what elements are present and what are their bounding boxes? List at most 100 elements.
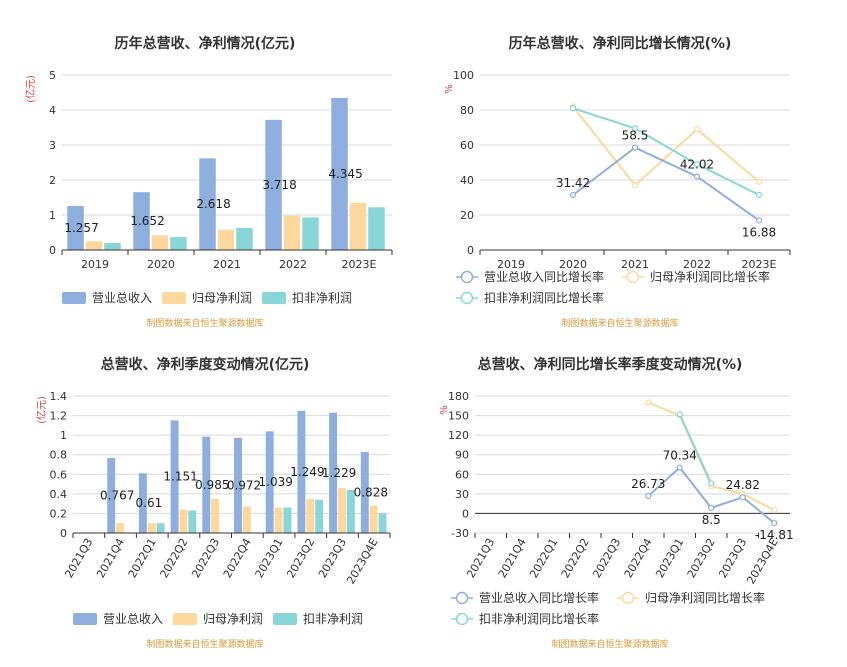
legend-swatch [73, 613, 97, 625]
source-note: 制图数据来自恒生聚源数据库 [551, 638, 668, 650]
y-tick-label: 80 [460, 104, 474, 117]
y-tick-label: 2 [49, 174, 56, 187]
data-point [755, 178, 763, 185]
legend-marker-swatch [455, 591, 469, 605]
legend-label: 扣非净利润 [303, 612, 363, 626]
bar [199, 158, 216, 250]
bar [274, 507, 283, 533]
data-label: 1.151 [163, 470, 197, 484]
bar [368, 207, 385, 250]
bar [133, 192, 150, 250]
chart-title: 历年总营收、净利同比增长情况(%) [509, 35, 732, 52]
bar [265, 431, 274, 533]
bar [378, 513, 387, 533]
series-line [572, 146, 760, 222]
x-tick-label: 2022Q1 [126, 536, 159, 580]
data-label: 31.42 [556, 176, 590, 190]
y-tick-label: 4 [49, 104, 56, 117]
y-tick-label: 90 [455, 449, 469, 462]
y-tick-label: 0 [467, 244, 474, 257]
bar [147, 523, 156, 533]
data-label: 2.618 [196, 197, 230, 211]
x-tick-label: 2020 [559, 258, 587, 271]
legend-label: 营业总收入同比增长率 [479, 590, 599, 605]
x-tick-label: 2023Q1 [653, 536, 686, 580]
data-label: 26.73 [631, 477, 665, 491]
data-label: 0.972 [227, 478, 261, 492]
y-tick-label: 1 [60, 429, 67, 442]
y-tick-label: 0 [462, 507, 469, 520]
x-tick-label: 2023Q3 [716, 536, 749, 580]
source-note: 制图数据来自恒生聚源数据库 [561, 317, 678, 329]
data-point [645, 399, 652, 406]
data-label: 0.767 [100, 488, 134, 502]
series-line [572, 105, 760, 187]
y-tick-label: 1 [49, 209, 56, 222]
y-tick-label: 40 [460, 174, 474, 187]
bar [346, 489, 355, 533]
data-label: 4.345 [328, 167, 362, 181]
y-tick-label: 60 [460, 139, 474, 152]
y-axis-unit: % [444, 84, 455, 94]
y-tick-label: 0.6 [50, 468, 68, 481]
x-tick-label: 2021Q3 [62, 536, 95, 580]
data-point [708, 480, 715, 487]
data-point [631, 125, 639, 132]
data-label: 1.249 [290, 465, 324, 479]
legend-marker-swatch [460, 270, 474, 284]
line-chart-4: 总营收、净利同比增长率季度变动情况(%) -30 0 30 60 90 120 150 180%… [439, 356, 794, 650]
bar [242, 506, 251, 533]
data-label: 1.652 [130, 214, 164, 228]
x-tick-label: 2022Q4 [622, 536, 655, 580]
x-tick-label: 2023Q2 [685, 536, 718, 580]
data-point [693, 161, 701, 168]
bar [315, 499, 324, 533]
x-tick-label: 2022 [279, 258, 307, 271]
y-tick-label: 1.2 [50, 410, 68, 423]
x-tick-label: 2022Q1 [527, 536, 560, 580]
chart-title: 总营收、净利季度变动情况(亿元) [101, 356, 310, 373]
data-point [771, 507, 778, 514]
bar [67, 206, 84, 250]
data-label: 24.82 [726, 478, 760, 492]
data-label: 16.88 [742, 225, 776, 239]
source-note: 制图数据来自恒生聚源数据库 [146, 638, 263, 650]
data-point [739, 494, 746, 501]
data-label: -14.81 [755, 528, 794, 542]
bar [265, 119, 282, 251]
y-tick-label: 5 [49, 69, 56, 82]
data-point [755, 191, 763, 198]
y-tick-label: 150 [448, 410, 469, 423]
bar [283, 507, 292, 533]
y-tick-label: 1.4 [50, 390, 68, 403]
legend-label: 扣非净利润 [292, 291, 352, 305]
y-tick-label: 30 [455, 488, 469, 501]
data-point [569, 105, 577, 112]
bar [85, 241, 103, 250]
legend-swatch [173, 613, 197, 625]
bar [297, 410, 306, 533]
legend-label: 归母净利润 [192, 291, 252, 305]
chart-title: 总营收、净利同比增长率季度变动情况(%) [478, 356, 743, 373]
x-tick-label: 2023Q4E [344, 536, 381, 586]
legend-label: 扣非净利润同比增长率 [484, 290, 604, 305]
bar [338, 487, 346, 533]
legend-marker-swatch [460, 291, 474, 305]
data-label: 0.828 [354, 485, 388, 499]
bar [202, 436, 211, 533]
x-tick-label: 2023Q4E [744, 536, 781, 586]
data-label: 1.257 [64, 221, 98, 235]
x-tick-label: 2021Q4 [94, 536, 127, 580]
bar [179, 509, 188, 533]
series-line [572, 107, 760, 196]
bar [104, 243, 121, 250]
y-tick-label: 180 [448, 390, 469, 403]
data-point [693, 173, 701, 180]
x-tick-label: 2019 [81, 258, 109, 271]
x-tick-label: 2023Q3 [316, 536, 349, 580]
bar [283, 215, 301, 250]
y-axis-unit: (亿元) [24, 75, 37, 103]
x-tick-label: 2022 [683, 258, 711, 271]
x-tick-label: 2023Q2 [284, 536, 317, 580]
bar [360, 451, 369, 533]
